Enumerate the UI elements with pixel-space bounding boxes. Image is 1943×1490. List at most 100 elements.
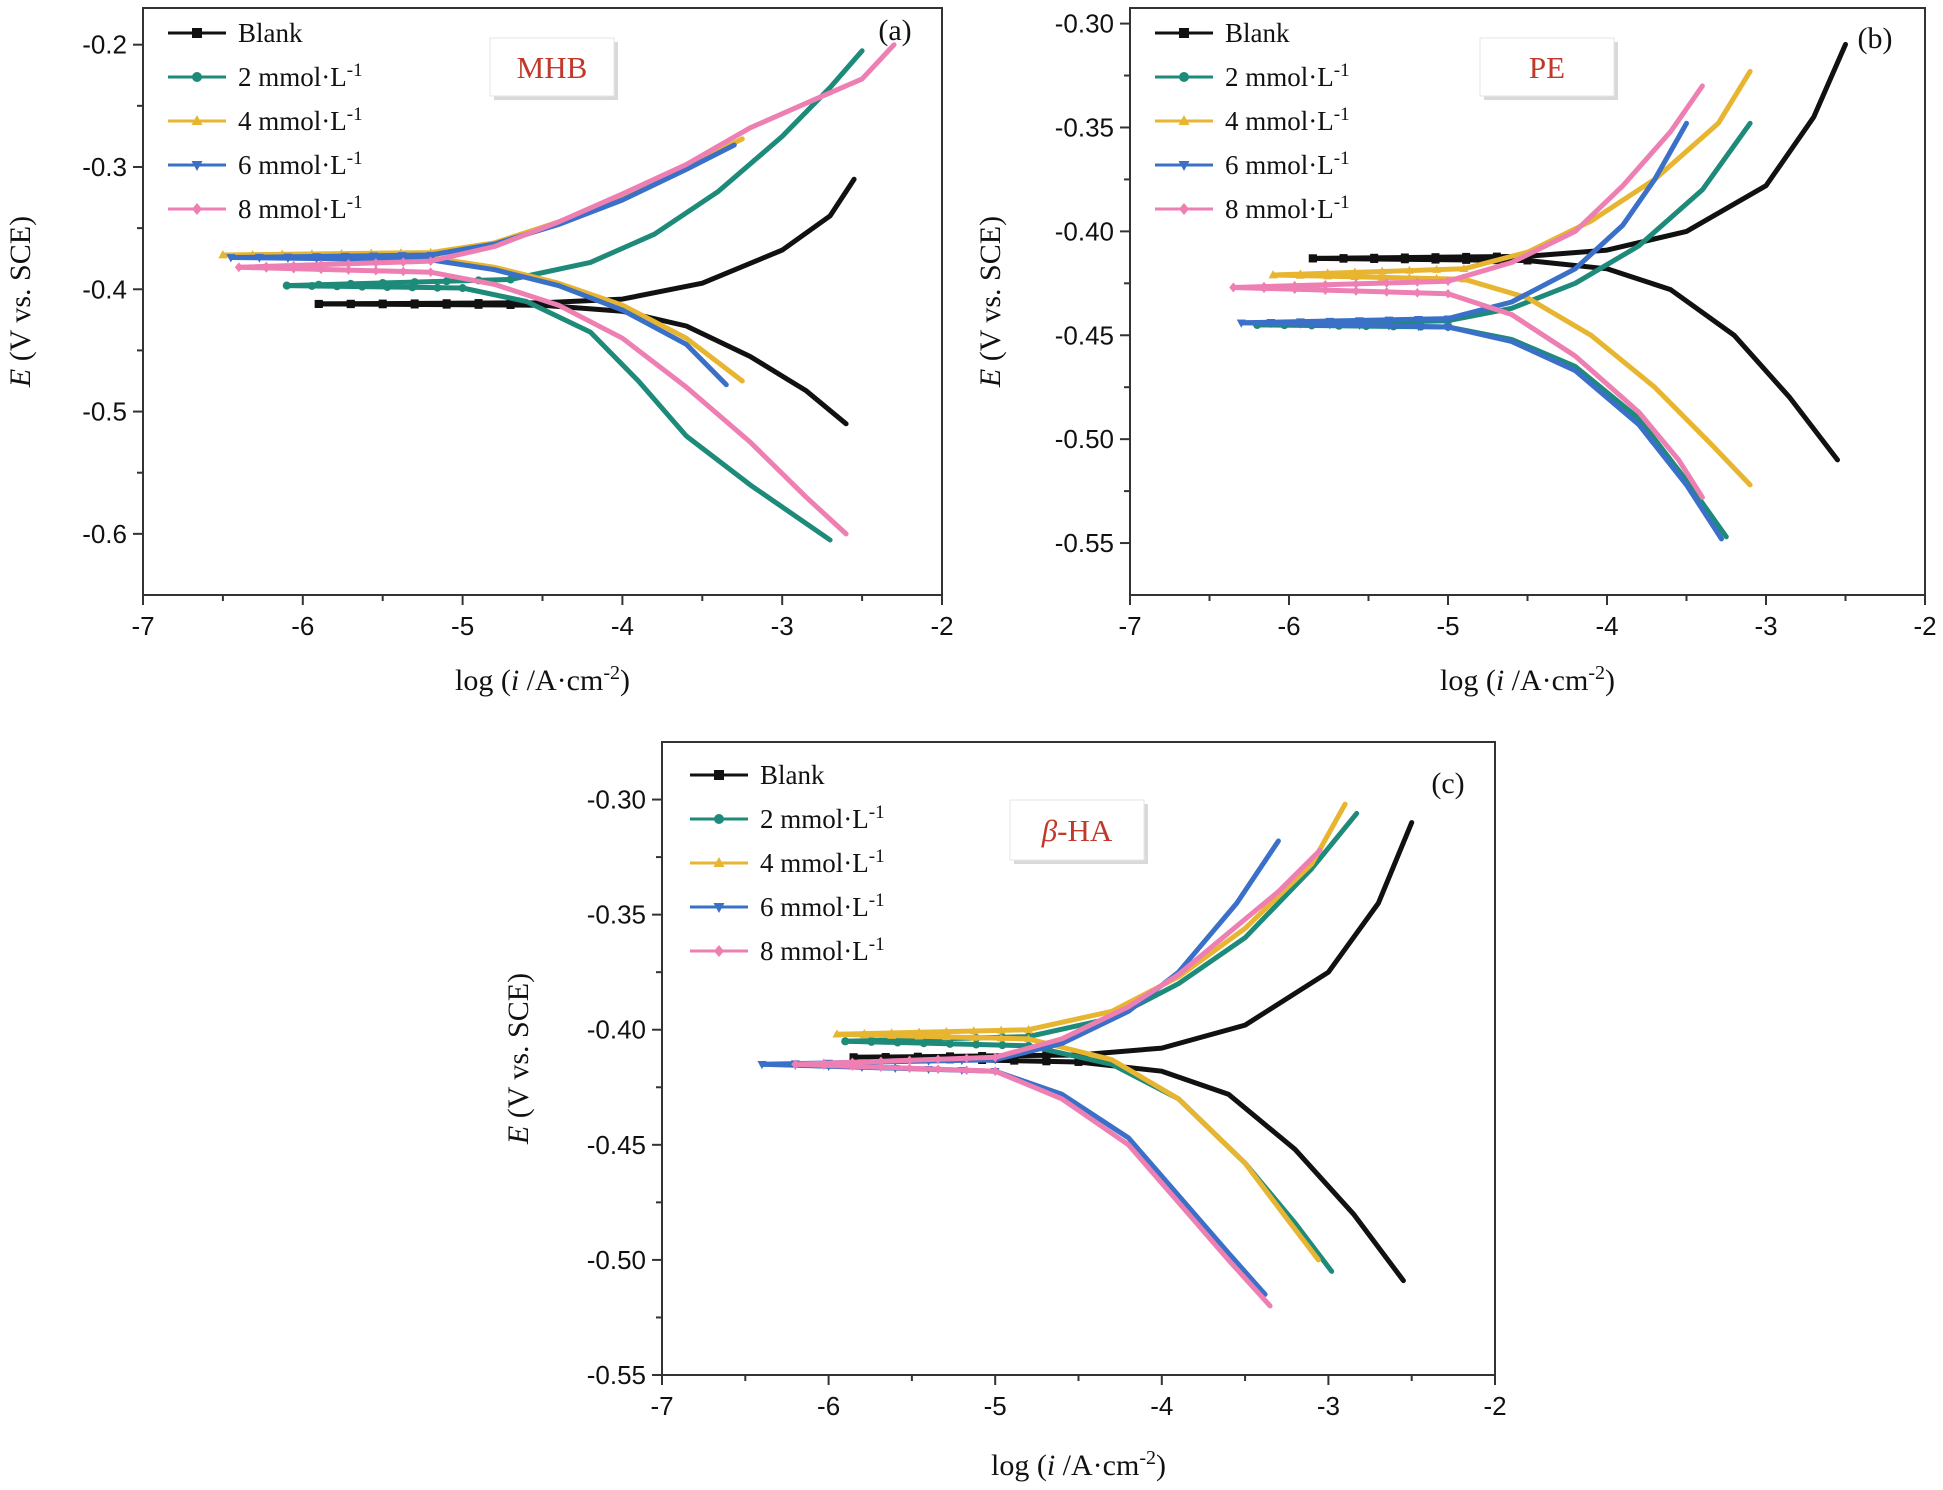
tag-box	[1009, 799, 1145, 861]
y-tick-label: -0.55	[587, 1360, 646, 1390]
legend-marker	[1178, 161, 1190, 171]
data-point-marker	[1321, 280, 1330, 290]
data-point-marker	[1236, 319, 1246, 328]
data-point-marker	[1377, 266, 1387, 275]
y-tick-label: -0.40	[1055, 216, 1114, 246]
x-tick-label: -4	[1595, 611, 1618, 641]
data-point-marker	[1352, 286, 1361, 296]
tag-box	[1479, 37, 1615, 97]
data-point-marker	[1308, 254, 1317, 263]
data-point-marker	[1382, 278, 1391, 288]
data-point-marker	[962, 1053, 971, 1064]
x-tick-label: -7	[131, 611, 154, 641]
legend-label: 6 mmol·L-1	[760, 890, 885, 922]
series-line-cathodic	[284, 283, 833, 543]
data-point-marker	[832, 1029, 842, 1038]
data-point-marker	[1024, 1024, 1033, 1033]
data-point-marker	[262, 261, 271, 272]
data-point-marker	[969, 1032, 979, 1041]
inhibitor-tag: β-HA	[1009, 799, 1148, 864]
legend-marker	[191, 161, 203, 171]
data-point-marker	[1413, 277, 1422, 287]
y-tick-label: -0.50	[587, 1245, 646, 1275]
panel-label: (c)	[1431, 767, 1464, 800]
data-point-marker	[1229, 282, 1238, 293]
x-tick-label: -2	[1913, 611, 1936, 641]
data-point-marker	[399, 257, 408, 267]
x-tick-label: -5	[984, 1391, 1007, 1421]
data-point-marker	[934, 1054, 943, 1065]
y-axis-title: E (V vs. SCE)	[4, 216, 37, 388]
x-tick-label: -4	[611, 611, 634, 641]
data-point-marker	[378, 278, 387, 287]
data-point-marker	[1492, 252, 1501, 261]
data-point-marker	[1413, 288, 1422, 298]
data-point-marker	[1355, 317, 1364, 326]
data-point-marker	[991, 1052, 1000, 1063]
data-point-marker	[234, 262, 243, 273]
y-tick-label: -0.35	[1055, 112, 1114, 142]
legend-label: 2 mmol·L-1	[1225, 60, 1350, 92]
data-point-marker	[942, 1026, 951, 1035]
data-point-marker	[344, 258, 353, 269]
legend-marker	[1179, 203, 1189, 215]
series-line-cathodic	[851, 1054, 1406, 1284]
data-point-marker	[1074, 1057, 1083, 1066]
series-line-cathodic	[792, 1061, 1273, 1309]
data-point-marker	[1400, 253, 1409, 262]
data-point-marker	[887, 1028, 897, 1037]
data-point-marker	[314, 299, 323, 308]
data-point-marker	[1024, 1034, 1033, 1043]
x-tick-label: -7	[650, 1391, 673, 1421]
legend-marker	[1178, 115, 1190, 125]
series-line-cathodic	[316, 301, 849, 427]
data-point-marker	[1443, 323, 1453, 332]
y-tick-label: -0.6	[82, 519, 127, 549]
data-point-marker	[1431, 253, 1440, 262]
y-tick-label: -0.45	[587, 1130, 646, 1160]
data-point-marker	[426, 256, 435, 266]
y-tick-label: -0.5	[82, 397, 127, 427]
data-point-marker	[945, 1052, 954, 1061]
x-tick-label: -3	[771, 611, 794, 641]
curves	[757, 801, 1415, 1309]
data-point-marker	[791, 1059, 800, 1070]
data-point-marker	[433, 283, 442, 292]
legend-label: Blank	[238, 18, 303, 48]
data-point-marker	[378, 299, 387, 308]
curves	[1229, 41, 1848, 542]
x-tick-label: -5	[1436, 611, 1459, 641]
legend-label: 4 mmol·L-1	[1225, 104, 1350, 136]
data-point-marker	[1523, 256, 1532, 265]
data-point-marker	[538, 298, 547, 307]
legend-marker	[1179, 28, 1189, 38]
data-point-marker	[1414, 316, 1423, 325]
y-tick-label: -0.30	[587, 785, 646, 815]
legend-label: 2 mmol·L-1	[238, 60, 363, 92]
chart-panel-2: -7 -6 -5 -4 -3 -2 -0.55 -0.50 -0.45 -0.40 -0.35 -0.…	[974, 7, 1937, 697]
y-tick-label: -0.2	[82, 30, 127, 60]
inhibitor-tag: PE	[1479, 37, 1618, 100]
data-point-marker	[849, 1053, 858, 1062]
x-tick-label: -5	[451, 611, 474, 641]
data-point-marker	[442, 277, 451, 286]
data-point-marker	[1414, 323, 1423, 332]
tag-label: PE	[1529, 50, 1565, 85]
x-axis-title: log (i /A·cm-2)	[1440, 662, 1615, 697]
data-point-marker	[1339, 254, 1348, 263]
data-point-marker	[881, 1053, 890, 1062]
data-point-marker	[1268, 270, 1278, 279]
data-point-marker	[991, 1066, 1000, 1076]
curves	[218, 42, 897, 543]
legend-label: 8 mmol·L-1	[760, 934, 885, 966]
y-axis-title: E (V vs. SCE)	[974, 216, 1007, 388]
data-point-marker	[1295, 269, 1305, 278]
data-point-marker	[1404, 273, 1414, 282]
data-point-marker	[905, 1063, 914, 1074]
data-point-marker	[819, 1058, 828, 1069]
data-point-marker	[1350, 271, 1360, 280]
legend-marker	[1179, 72, 1189, 82]
legend-marker	[191, 115, 203, 125]
data-point-marker	[1444, 276, 1452, 287]
legend-marker	[192, 28, 202, 38]
